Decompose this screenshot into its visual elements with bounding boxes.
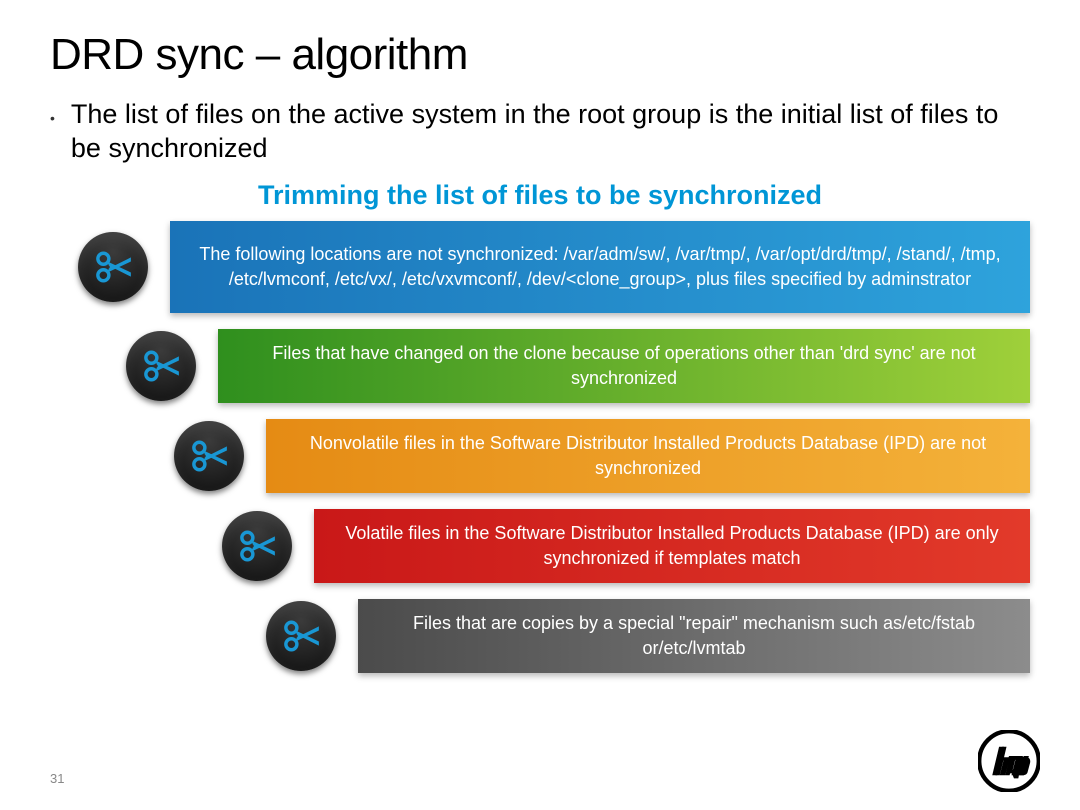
bars-container: The following locations are not synchron… (50, 221, 1030, 673)
trim-bar: Volatile files in the Software Distribut… (314, 509, 1030, 583)
page-number: 31 (50, 771, 64, 786)
bar-row: Nonvolatile files in the Software Distri… (50, 419, 1030, 493)
scissors-icon (78, 232, 148, 302)
subtitle: Trimming the list of files to be synchro… (50, 180, 1030, 211)
slide-title: DRD sync – algorithm (50, 30, 1030, 80)
bullet-text: The list of files on the active system i… (71, 98, 1030, 166)
scissors-icon (222, 511, 292, 581)
bar-row: Files that are copies by a special "repa… (50, 599, 1030, 673)
bar-row: Files that have changed on the clone bec… (50, 329, 1030, 403)
bullet-marker: • (50, 110, 55, 128)
scissors-icon (126, 331, 196, 401)
scissors-icon (174, 421, 244, 491)
hp-logo (978, 730, 1040, 792)
trim-bar: Files that are copies by a special "repa… (358, 599, 1030, 673)
bullet-item: • The list of files on the active system… (50, 98, 1030, 166)
bar-row: Volatile files in the Software Distribut… (50, 509, 1030, 583)
bar-text: The following locations are not synchron… (194, 242, 1006, 291)
bar-text: Files that are copies by a special "repa… (382, 611, 1006, 660)
scissors-icon (266, 601, 336, 671)
trim-bar: The following locations are not synchron… (170, 221, 1030, 313)
trim-bar: Files that have changed on the clone bec… (218, 329, 1030, 403)
bar-row: The following locations are not synchron… (50, 221, 1030, 313)
bar-text: Nonvolatile files in the Software Distri… (290, 431, 1006, 480)
bar-text: Volatile files in the Software Distribut… (338, 521, 1006, 570)
slide: DRD sync – algorithm • The list of files… (0, 0, 1080, 810)
trim-bar: Nonvolatile files in the Software Distri… (266, 419, 1030, 493)
bar-text: Files that have changed on the clone bec… (242, 341, 1006, 390)
